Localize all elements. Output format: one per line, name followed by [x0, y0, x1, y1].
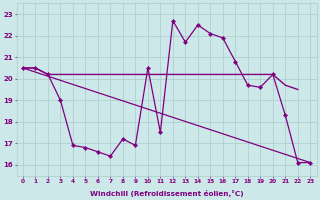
X-axis label: Windchill (Refroidissement éolien,°C): Windchill (Refroidissement éolien,°C)	[90, 190, 244, 197]
